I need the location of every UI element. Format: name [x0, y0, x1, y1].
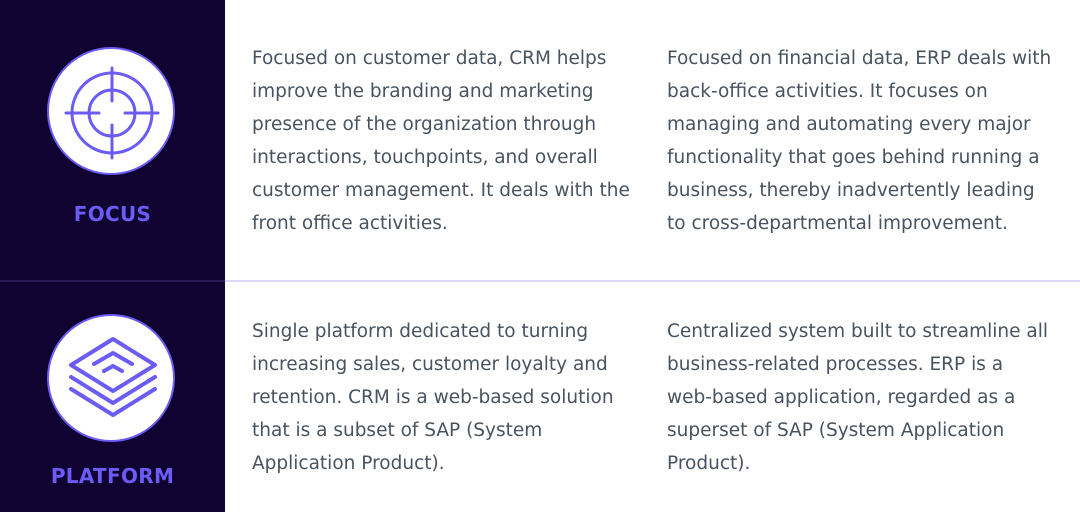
platform-erp-text: Centralized system built to streamline a…	[667, 321, 1049, 474]
target-icon	[64, 66, 160, 160]
side-divider	[0, 280, 225, 282]
row-label-focus: FOCUS	[73, 202, 152, 226]
focus-crm-text: Focused on customer data, CRM helps impr…	[252, 48, 630, 234]
focus-icon-badge	[47, 47, 175, 175]
platform-icon-badge	[47, 314, 175, 442]
platform-crm-text: Single platform dedicated to turning inc…	[252, 321, 614, 474]
focus-erp-text: Focused on financial data, ERP deals wit…	[667, 48, 1052, 234]
row-divider	[225, 280, 1080, 282]
layers-icon	[69, 337, 157, 417]
row-label-platform: PLATFORM	[50, 464, 175, 488]
